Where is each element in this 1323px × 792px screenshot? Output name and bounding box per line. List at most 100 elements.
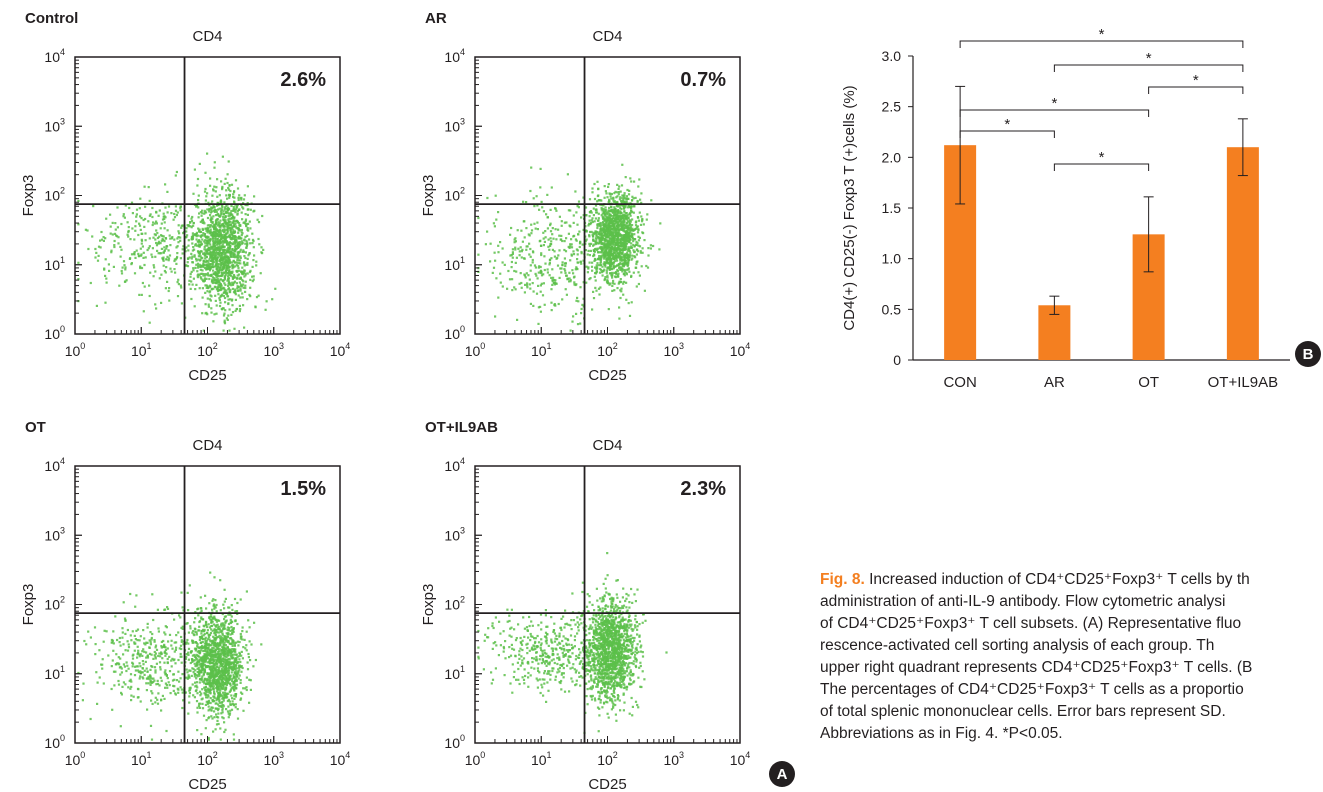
- scatter-point: [611, 233, 614, 236]
- scatter-point: [545, 213, 548, 216]
- scatter-point: [218, 250, 221, 253]
- scatter-point: [209, 228, 212, 231]
- scatter-point: [208, 252, 211, 255]
- scatter-point: [608, 272, 612, 275]
- scatter-point: [162, 264, 165, 267]
- scatter-point: [227, 246, 230, 249]
- scatter-point: [636, 242, 639, 245]
- scatter-point: [210, 255, 213, 258]
- scatter-point: [232, 653, 235, 656]
- scatter-point: [620, 208, 623, 211]
- scatter-point: [225, 676, 228, 679]
- scatter-point: [204, 640, 207, 643]
- scatter-point: [237, 231, 240, 234]
- scatter-point: [230, 255, 233, 258]
- scatter-point: [592, 239, 595, 242]
- x-tick-label: 104: [330, 341, 351, 359]
- scatter-point: [630, 209, 633, 212]
- scatter-point: [617, 253, 620, 256]
- scatter-point: [599, 251, 602, 254]
- scatter-point: [164, 206, 167, 209]
- scatter-point: [219, 232, 222, 235]
- scatter-point: [249, 659, 252, 662]
- scatter-point: [203, 190, 207, 193]
- scatter-point: [195, 662, 198, 665]
- scatter-point: [219, 274, 222, 278]
- scatter-point: [232, 664, 235, 667]
- scatter-point: [637, 228, 640, 232]
- scatter-point: [210, 263, 213, 266]
- scatter-point: [550, 301, 553, 304]
- scatter-point: [601, 248, 604, 251]
- scatter-point: [229, 274, 233, 277]
- scatter-point: [199, 236, 203, 239]
- scatter-point: [199, 220, 202, 223]
- scatter-point: [604, 276, 607, 279]
- scatter-point: [210, 644, 213, 647]
- scatter-point: [191, 283, 194, 286]
- scatter-point: [587, 267, 590, 270]
- scatter-point: [636, 200, 639, 203]
- scatter-point: [217, 648, 220, 651]
- scatter-point: [515, 270, 518, 273]
- scatter-point: [539, 290, 542, 293]
- scatter-point: [603, 251, 606, 254]
- x-tick-label: 100: [65, 341, 86, 359]
- y-tick-label: 101: [44, 255, 65, 273]
- scatter-point: [585, 230, 588, 233]
- scatter-point: [182, 245, 185, 248]
- scatter-point: [640, 265, 643, 268]
- scatter-point: [246, 298, 249, 301]
- scatter-point: [210, 628, 213, 631]
- scatter-point: [516, 318, 519, 321]
- scatter-point: [616, 227, 619, 230]
- scatter-point: [216, 201, 219, 205]
- scatter-point: [164, 287, 167, 290]
- scatter-point: [208, 716, 211, 719]
- scatter-point: [211, 276, 214, 279]
- scatter-point: [606, 281, 609, 285]
- scatter-point: [612, 199, 615, 202]
- scatter-point: [230, 216, 234, 219]
- scatter-point: [224, 644, 227, 647]
- x-tick-exponent: 1: [547, 341, 552, 351]
- scatter-point: [649, 244, 652, 247]
- scatter-point: [204, 199, 207, 202]
- scatter-point: [133, 238, 136, 241]
- scatter-point: [603, 213, 607, 216]
- scatter-point: [526, 282, 529, 285]
- scatter-point: [242, 250, 245, 253]
- scatter-point: [264, 308, 267, 311]
- scatter-point: [546, 227, 549, 230]
- scatter-point: [554, 279, 557, 282]
- scatter-point: [201, 680, 204, 683]
- scatter-point: [114, 228, 117, 231]
- scatter-point: [185, 676, 188, 679]
- scatter-point: [198, 620, 202, 623]
- scatter-point: [239, 681, 242, 684]
- scatter-point: [623, 210, 626, 213]
- scatter-point: [649, 247, 652, 250]
- scatter-point: [197, 614, 200, 617]
- scatter-point: [219, 267, 222, 270]
- scatter-point: [533, 205, 536, 208]
- scatter-point: [265, 300, 268, 303]
- scatter-point: [616, 256, 619, 259]
- scatter-point: [604, 221, 607, 224]
- scatter-point: [635, 253, 638, 256]
- scatter-point: [624, 243, 627, 246]
- scatter-point: [625, 268, 628, 271]
- scatter-point: [218, 684, 221, 687]
- scatter-point: [551, 268, 554, 271]
- scatter-point: [598, 236, 601, 239]
- scatter-point: [618, 265, 621, 269]
- scatter-point: [199, 230, 203, 233]
- scatter-point: [212, 320, 215, 323]
- scatter-point: [544, 230, 547, 233]
- scatter-point: [168, 234, 171, 237]
- scatter-point: [220, 212, 223, 215]
- scatter-point: [629, 214, 632, 217]
- scatter-point: [117, 242, 120, 245]
- scatter-point: [203, 253, 206, 256]
- scatter-point: [248, 220, 251, 223]
